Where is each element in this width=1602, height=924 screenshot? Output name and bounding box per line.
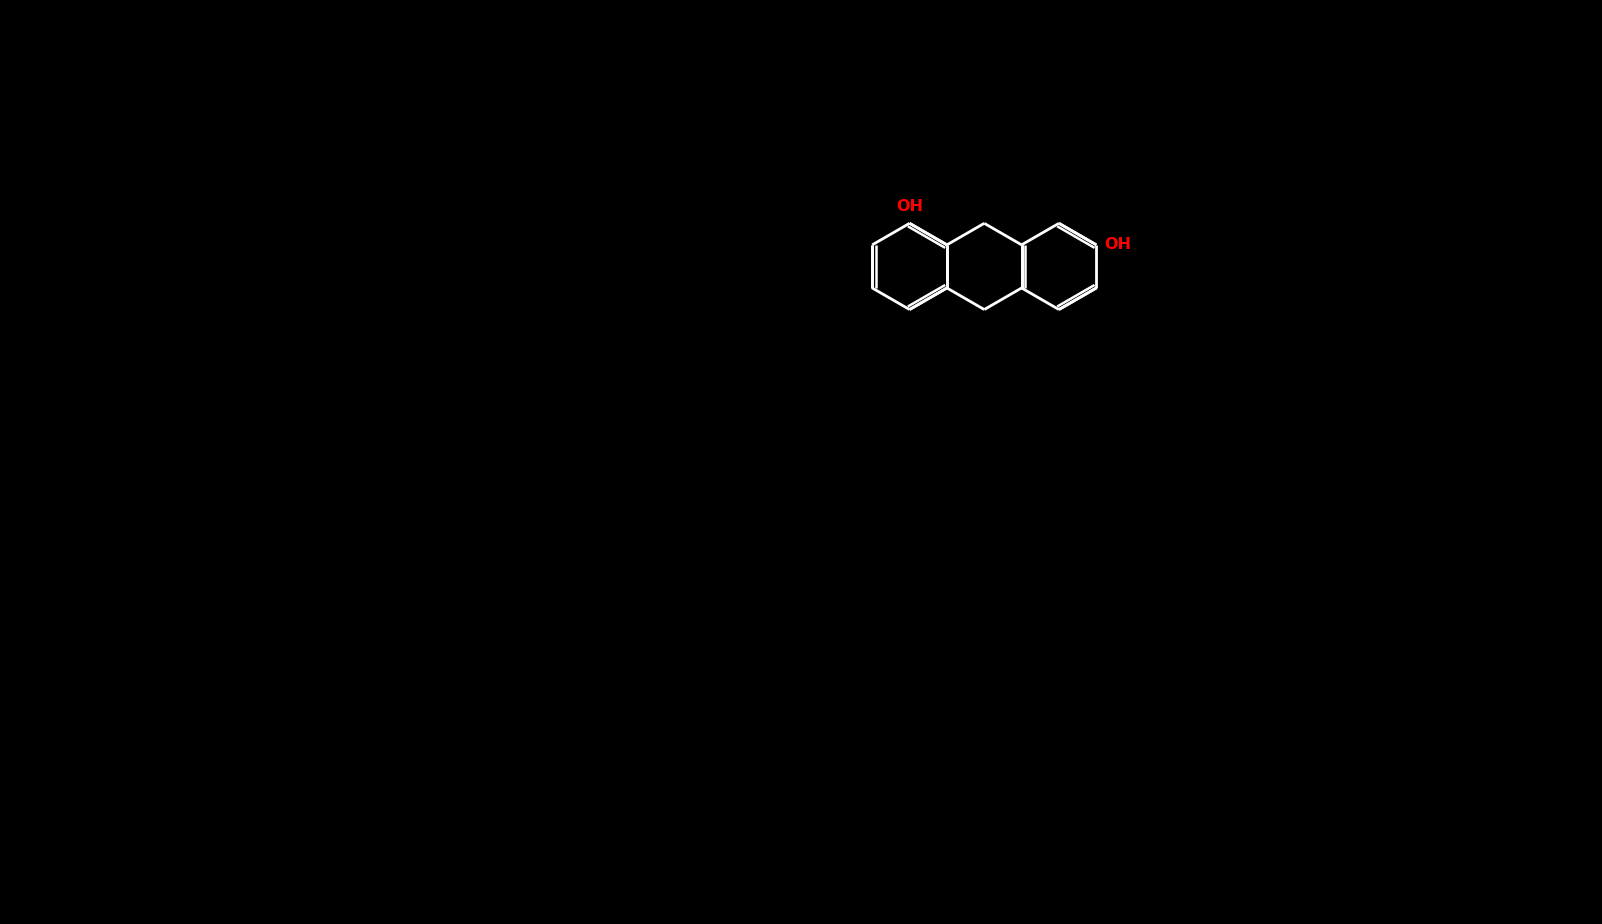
Text: OH: OH [1104,237,1131,252]
Text: OH: OH [896,199,923,214]
